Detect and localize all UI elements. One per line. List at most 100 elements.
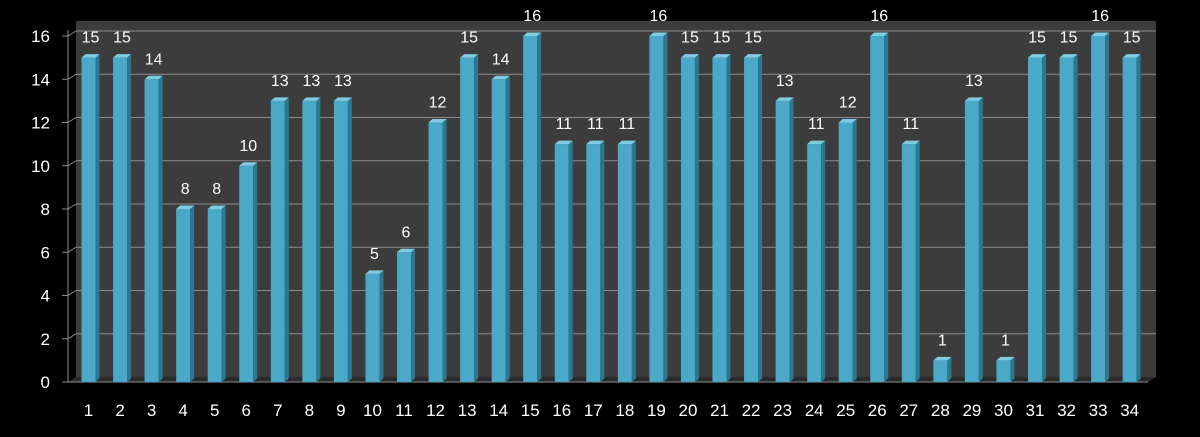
bar-front bbox=[1059, 57, 1074, 382]
bar-side bbox=[253, 162, 258, 382]
bar bbox=[649, 32, 668, 382]
bar-top bbox=[365, 270, 384, 274]
data-label: 16 bbox=[650, 8, 668, 25]
bar bbox=[239, 162, 258, 382]
bar-top bbox=[870, 32, 889, 36]
bar-top bbox=[744, 54, 763, 58]
data-label: 16 bbox=[523, 8, 541, 25]
x-tick-label: 8 bbox=[305, 401, 314, 420]
bar-front bbox=[113, 57, 128, 382]
data-label: 14 bbox=[145, 51, 163, 68]
data-label: 15 bbox=[113, 30, 131, 47]
bar-front bbox=[996, 360, 1011, 382]
bar-front bbox=[964, 100, 979, 382]
data-label: 11 bbox=[555, 116, 572, 133]
bar-side bbox=[158, 75, 163, 382]
data-label: 6 bbox=[402, 224, 411, 241]
data-label: 14 bbox=[492, 51, 510, 68]
x-tick-label: 1 bbox=[84, 401, 93, 420]
x-tick-label: 5 bbox=[210, 401, 219, 420]
data-label: 15 bbox=[744, 30, 762, 47]
x-tick-label: 14 bbox=[489, 401, 508, 420]
data-label: 8 bbox=[181, 181, 190, 198]
bar-side bbox=[789, 97, 794, 382]
y-tick-label: 4 bbox=[41, 287, 50, 306]
y-tick-label: 0 bbox=[41, 373, 50, 392]
bar bbox=[712, 54, 731, 382]
bar-front bbox=[81, 57, 96, 382]
x-tick-label: 18 bbox=[615, 401, 634, 420]
data-label: 1 bbox=[1001, 332, 1010, 349]
bar bbox=[617, 140, 636, 382]
x-tick-label: 32 bbox=[1057, 401, 1076, 420]
bar-top bbox=[996, 356, 1015, 361]
plot-wall bbox=[68, 21, 1156, 382]
gridline-depth bbox=[67, 30, 77, 37]
bar-side bbox=[95, 54, 100, 382]
bar-front bbox=[554, 144, 569, 382]
gridline-depth bbox=[67, 290, 77, 296]
bar bbox=[807, 140, 826, 382]
bar-side bbox=[978, 97, 983, 382]
x-tick-label: 3 bbox=[147, 401, 156, 420]
bar-side bbox=[442, 119, 447, 382]
bar-top bbox=[270, 97, 289, 101]
bar-front bbox=[712, 57, 727, 382]
bar-top bbox=[1122, 54, 1141, 58]
bar-front bbox=[270, 100, 285, 382]
x-tick-label: 25 bbox=[836, 401, 855, 420]
bar-top bbox=[586, 140, 605, 145]
x-tick-label: 16 bbox=[552, 401, 571, 420]
floor bbox=[68, 377, 1156, 382]
data-label: 12 bbox=[839, 95, 857, 112]
y-tick-label: 2 bbox=[41, 330, 50, 349]
data-label: 11 bbox=[808, 116, 825, 133]
bar-top bbox=[933, 356, 952, 361]
bar-top bbox=[397, 248, 415, 253]
data-label: 13 bbox=[776, 73, 794, 90]
x-tick-label: 31 bbox=[1026, 401, 1045, 420]
gridline-depth bbox=[67, 73, 77, 80]
bar-top bbox=[1059, 54, 1078, 58]
bar bbox=[176, 205, 195, 382]
bar-front bbox=[1122, 57, 1137, 382]
bar bbox=[491, 75, 510, 382]
bar-front bbox=[586, 144, 601, 382]
bar-side bbox=[884, 32, 889, 382]
x-tick-label: 11 bbox=[395, 401, 413, 420]
bar-side bbox=[190, 205, 195, 382]
y-tick-label: 12 bbox=[31, 114, 50, 133]
bar-side bbox=[821, 140, 826, 382]
bar-front bbox=[239, 165, 254, 382]
x-tick-label: 28 bbox=[931, 401, 950, 420]
bar-top bbox=[491, 75, 510, 80]
bar-front bbox=[1028, 57, 1042, 382]
x-tick-label: 24 bbox=[805, 401, 824, 420]
gridline-depth bbox=[67, 203, 77, 210]
bar-top bbox=[680, 54, 699, 58]
bar bbox=[428, 119, 447, 382]
bar-side bbox=[663, 32, 668, 382]
bar-side bbox=[537, 32, 542, 382]
bar-top bbox=[302, 97, 321, 101]
x-tick-label: 30 bbox=[994, 401, 1013, 420]
bar bbox=[901, 140, 920, 382]
bar bbox=[586, 140, 605, 382]
x-tick-label: 12 bbox=[426, 401, 445, 420]
bar-top bbox=[523, 32, 542, 36]
y-tick-label: 14 bbox=[31, 70, 50, 89]
bar-side bbox=[284, 97, 289, 382]
bar-top bbox=[554, 140, 573, 145]
bar-top bbox=[807, 140, 826, 145]
bar bbox=[964, 97, 983, 382]
bar-front bbox=[838, 122, 853, 382]
y-tick-label: 8 bbox=[41, 200, 50, 219]
bar-top bbox=[964, 97, 983, 101]
data-label: 11 bbox=[902, 116, 919, 133]
bar-side bbox=[915, 140, 920, 382]
bar-top bbox=[428, 119, 447, 123]
bar-side bbox=[316, 97, 321, 382]
bar bbox=[1122, 54, 1141, 382]
bar bbox=[1059, 54, 1078, 382]
x-tick-label: 20 bbox=[678, 401, 697, 420]
